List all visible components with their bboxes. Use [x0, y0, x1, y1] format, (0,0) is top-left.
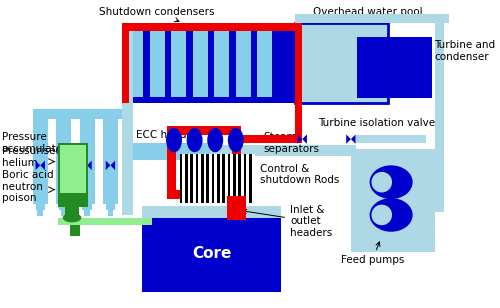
Text: Control &
shutdown Rods: Control & shutdown Rods	[226, 164, 340, 185]
Text: Overhead water pool: Overhead water pool	[314, 6, 423, 22]
Bar	[32, 109, 128, 119]
Bar	[228, 154, 230, 203]
Bar	[106, 201, 115, 210]
Bar	[122, 23, 133, 215]
Bar	[294, 23, 388, 103]
Polygon shape	[36, 161, 45, 170]
Bar	[233, 154, 235, 203]
Ellipse shape	[208, 128, 223, 152]
Text: Steam
separators: Steam separators	[246, 132, 320, 154]
Bar	[244, 154, 246, 203]
Bar	[38, 209, 43, 216]
Bar	[82, 201, 92, 210]
Bar	[217, 154, 220, 203]
Bar	[222, 154, 225, 203]
Bar	[84, 209, 90, 216]
Bar	[435, 14, 444, 210]
Bar	[236, 28, 251, 97]
Polygon shape	[106, 161, 115, 170]
Bar	[166, 126, 176, 192]
Bar	[180, 154, 182, 203]
Text: Turbine and
condenser: Turbine and condenser	[434, 40, 496, 62]
Bar	[193, 28, 208, 97]
Bar	[244, 136, 302, 143]
Bar	[122, 145, 356, 156]
Bar	[228, 196, 246, 220]
Bar	[142, 205, 280, 218]
Bar	[190, 154, 193, 203]
Bar	[32, 115, 48, 204]
Bar	[56, 115, 71, 204]
Bar	[60, 145, 86, 193]
Bar	[294, 14, 449, 23]
Ellipse shape	[372, 205, 392, 225]
Bar	[185, 154, 188, 203]
Text: ECC header: ECC header	[136, 130, 197, 148]
Bar	[122, 23, 294, 30]
Text: Pressure
accumulators: Pressure accumulators	[2, 132, 73, 154]
Text: Boric acid
neutron
poison: Boric acid neutron poison	[2, 170, 54, 204]
Bar	[201, 154, 203, 203]
Bar	[171, 28, 186, 97]
Bar	[351, 149, 435, 252]
Bar	[58, 218, 152, 225]
Bar	[150, 28, 164, 97]
Ellipse shape	[166, 128, 182, 152]
Bar	[80, 115, 94, 204]
Ellipse shape	[370, 198, 412, 232]
Ellipse shape	[370, 165, 412, 199]
Bar	[206, 154, 209, 203]
Polygon shape	[346, 135, 356, 144]
Text: Inlet &
outlet
headers: Inlet & outlet headers	[242, 205, 332, 238]
Bar	[108, 209, 113, 216]
Ellipse shape	[372, 172, 392, 192]
Bar	[358, 37, 432, 98]
Ellipse shape	[186, 128, 202, 152]
Bar	[180, 154, 254, 203]
Bar	[294, 23, 388, 103]
Bar	[238, 154, 241, 203]
Bar	[103, 115, 118, 204]
Polygon shape	[82, 161, 92, 170]
Bar	[58, 143, 88, 206]
Bar	[122, 23, 129, 103]
Ellipse shape	[62, 213, 82, 222]
Bar	[122, 23, 294, 103]
Bar	[232, 126, 241, 192]
Polygon shape	[298, 135, 307, 144]
Bar	[356, 136, 426, 143]
Bar	[61, 209, 66, 216]
Bar	[212, 154, 214, 203]
Bar	[356, 201, 444, 212]
Ellipse shape	[228, 128, 244, 152]
Bar	[70, 225, 80, 237]
Bar	[294, 23, 302, 140]
Bar	[128, 28, 143, 97]
Bar	[249, 154, 252, 203]
Polygon shape	[59, 161, 69, 170]
Bar	[166, 126, 242, 136]
Bar	[214, 28, 229, 97]
Bar	[142, 215, 280, 292]
Text: Shutdown condensers: Shutdown condensers	[100, 6, 215, 22]
Bar	[66, 205, 78, 218]
Bar	[36, 201, 45, 210]
Text: Core: Core	[192, 246, 231, 261]
Text: Pressurised
helium: Pressurised helium	[2, 146, 62, 168]
Text: Feed pumps: Feed pumps	[340, 242, 404, 265]
Bar	[196, 154, 198, 203]
Bar	[59, 201, 69, 210]
Bar	[166, 190, 242, 199]
Text: Turbine isolation valve: Turbine isolation valve	[318, 118, 436, 128]
Bar	[258, 28, 272, 97]
Bar	[133, 143, 210, 160]
